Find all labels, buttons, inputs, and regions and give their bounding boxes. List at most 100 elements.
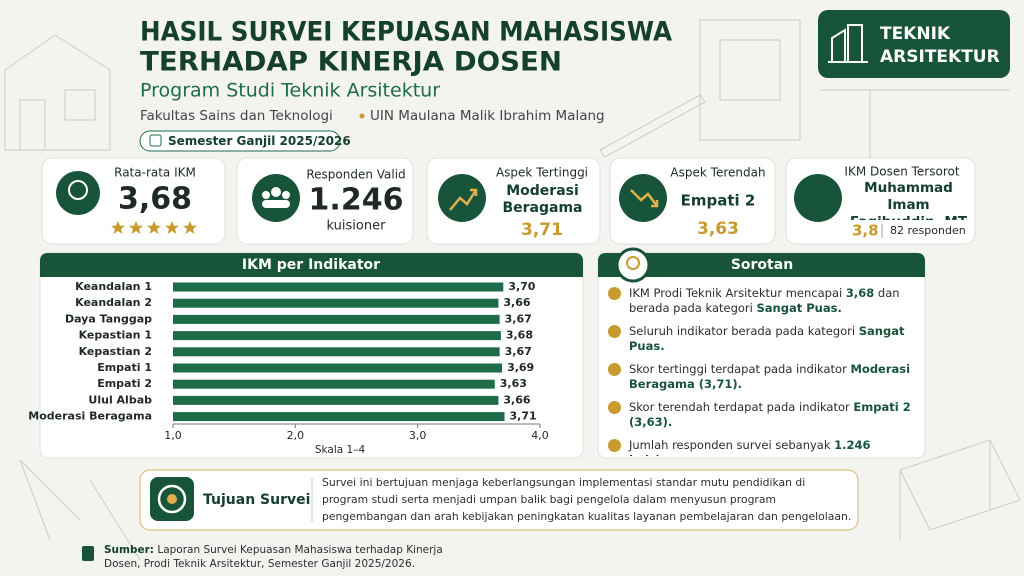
- card-icon: [262, 187, 290, 208]
- card-score: 3,71: [521, 220, 563, 240]
- highlight-text: IKM Prodi Teknik Arsitektur mencapai 3,6…: [629, 286, 920, 316]
- check-icon: [608, 287, 621, 300]
- bar: [173, 412, 505, 422]
- badge-text: ARSITEKTUR: [880, 47, 1000, 67]
- faculty: Fakultas Sains dan Teknologi: [140, 108, 333, 124]
- y-tick-label: Daya Tanggap: [65, 312, 152, 325]
- highlight-item: IKM Prodi Teknik Arsitektur mencapai 3,6…: [608, 286, 920, 316]
- source-text: Laporan Survei Kepuasan Mahasiswa terhad…: [104, 544, 443, 570]
- y-tick-label: Ulul Albab: [88, 393, 152, 406]
- card-icon: [438, 174, 486, 222]
- x-axis-label: Skala 1–4: [315, 444, 366, 456]
- card-label: Aspek Terendah: [670, 166, 765, 180]
- value-label: 3,63: [500, 377, 527, 390]
- y-tick-label: Kepastian 2: [79, 345, 152, 358]
- bar: [173, 282, 504, 292]
- separator: [359, 113, 365, 119]
- subtitle: Program Studi Teknik Arsitektur: [140, 80, 440, 102]
- card-value: 1.246: [309, 183, 404, 218]
- card-icon: [68, 180, 88, 200]
- card-score: 3,8: [852, 222, 879, 240]
- x-tick-label: 3,0: [409, 429, 427, 442]
- card-value: Empati 2: [681, 192, 756, 210]
- purpose-box: Survei ini bertujuan menjaga keberlangsu…: [322, 476, 852, 523]
- card-value: Muhammad Imam Faqihuddin, MT: [850, 180, 967, 220]
- card-icon: [252, 174, 300, 222]
- card-value: 3,68: [118, 182, 192, 217]
- value-label: 3,69: [507, 361, 534, 374]
- card-value-box: Moderasi Beragama: [502, 183, 582, 216]
- card-icon: [449, 188, 478, 211]
- highlight-emphasis: 3,68: [845, 286, 875, 300]
- bar: [173, 379, 495, 389]
- x-tick-label: 4,0: [531, 429, 549, 442]
- title-line: TERHADAP KINERJA DOSEN: [140, 47, 562, 78]
- highlight-emphasis: Sangat Puas.: [756, 301, 842, 315]
- bar: [173, 363, 503, 373]
- card-label: Aspek Tertinggi: [496, 166, 588, 180]
- value-label: 3,70: [508, 280, 535, 293]
- card-value-box: Muhammad Imam Faqihuddin, MT: [850, 180, 967, 220]
- highlights-list: IKM Prodi Teknik Arsitektur mencapai 3,6…: [608, 286, 920, 456]
- check-icon: [608, 363, 621, 376]
- chart-header: [40, 253, 583, 277]
- purpose-title: Tujuan Survei: [203, 492, 310, 508]
- target-icon: [167, 494, 177, 504]
- highlights-title: Sorotan: [731, 257, 793, 273]
- value-label: 3,67: [505, 312, 532, 325]
- title-line: HASIL SURVEI KEPUASAN MAHASISWA: [140, 17, 672, 48]
- y-tick-label: Keandalan 2: [75, 296, 152, 309]
- highlights-box: IKM Prodi Teknik Arsitektur mencapai 3,6…: [608, 286, 920, 456]
- badge-text: TEKNIK: [880, 24, 951, 44]
- y-tick-label: Moderasi Beragama: [28, 410, 152, 423]
- highlight-item: Skor terendah terdapat pada indikator Em…: [608, 400, 920, 430]
- value-label: 3,68: [506, 329, 533, 342]
- bar: [173, 395, 499, 405]
- purpose-panel: [139, 469, 859, 531]
- highlight-item: Skor tertinggi terdapat pada indikator M…: [608, 362, 920, 392]
- highlight-part: Seluruh indikator berada pada kategori: [629, 324, 859, 338]
- card-icon: [794, 174, 842, 222]
- sketch: [4, 19, 1021, 561]
- bar: [173, 314, 500, 324]
- highlight-emphasis: 1.246 kuisioner.: [629, 438, 871, 456]
- highlight-part: Jumlah responden survei sebanyak: [629, 438, 835, 452]
- bar: [173, 298, 499, 308]
- bulb-icon: [615, 247, 651, 283]
- chart-title: IKM per Indikator: [242, 257, 380, 273]
- highlight-text: Seluruh indikator berada pada kategori S…: [629, 324, 920, 354]
- card-label: Responden Valid: [306, 168, 405, 182]
- chart: 1,0 2,0 3,0 4,0 Keandalan 1 3,70 Keandalan 2 3,…: [28, 280, 548, 442]
- highlight-emphasis: Sangat Puas.: [629, 324, 905, 353]
- value-label: 3,66: [503, 393, 530, 406]
- card-icon: [56, 171, 100, 215]
- card-label: IKM Dosen Tersorot: [844, 165, 959, 179]
- highlight-text: Jumlah responden survei sebanyak 1.246 k…: [629, 438, 920, 456]
- y-tick-label: Empati 1: [97, 361, 152, 374]
- highlight-part: Skor tertinggi terdapat pada indikator: [629, 362, 851, 376]
- check-icon: [608, 439, 621, 452]
- university: UIN Maulana Malik Ibrahim Malang: [370, 108, 605, 124]
- bar: [173, 347, 500, 357]
- y-tick-label: Kepastian 1: [79, 329, 152, 342]
- semester: Semester Ganjil 2025/2026: [168, 134, 351, 148]
- card-score: 3,63: [697, 219, 739, 239]
- highlight-item: Jumlah responden survei sebanyak 1.246 k…: [608, 438, 920, 456]
- calendar-icon: [149, 134, 162, 147]
- highlight-emphasis: Moderasi Beragama (3,71).: [629, 362, 911, 391]
- highlight-part: IKM Prodi Teknik Arsitektur mencapai: [629, 286, 846, 300]
- purpose-text: Survei ini bertujuan menjaga keberlangsu…: [322, 476, 852, 523]
- card-label: Rata-rata IKM: [114, 166, 196, 180]
- x-tick-label: 2,0: [287, 429, 305, 442]
- doc-icon: [82, 546, 94, 561]
- card-note: 82 responden: [890, 224, 966, 237]
- highlight-part: Skor terendah terdapat pada indikator: [629, 400, 854, 414]
- card-icon: [630, 189, 659, 208]
- badge: [818, 10, 1010, 78]
- y-tick-label: Empati 2: [97, 377, 152, 390]
- value-label: 3,71: [510, 410, 537, 423]
- highlight-emphasis: Empati 2 (3,63).: [629, 400, 911, 429]
- badge-icon: [828, 24, 868, 63]
- y-tick-label: Keandalan 1: [75, 280, 152, 293]
